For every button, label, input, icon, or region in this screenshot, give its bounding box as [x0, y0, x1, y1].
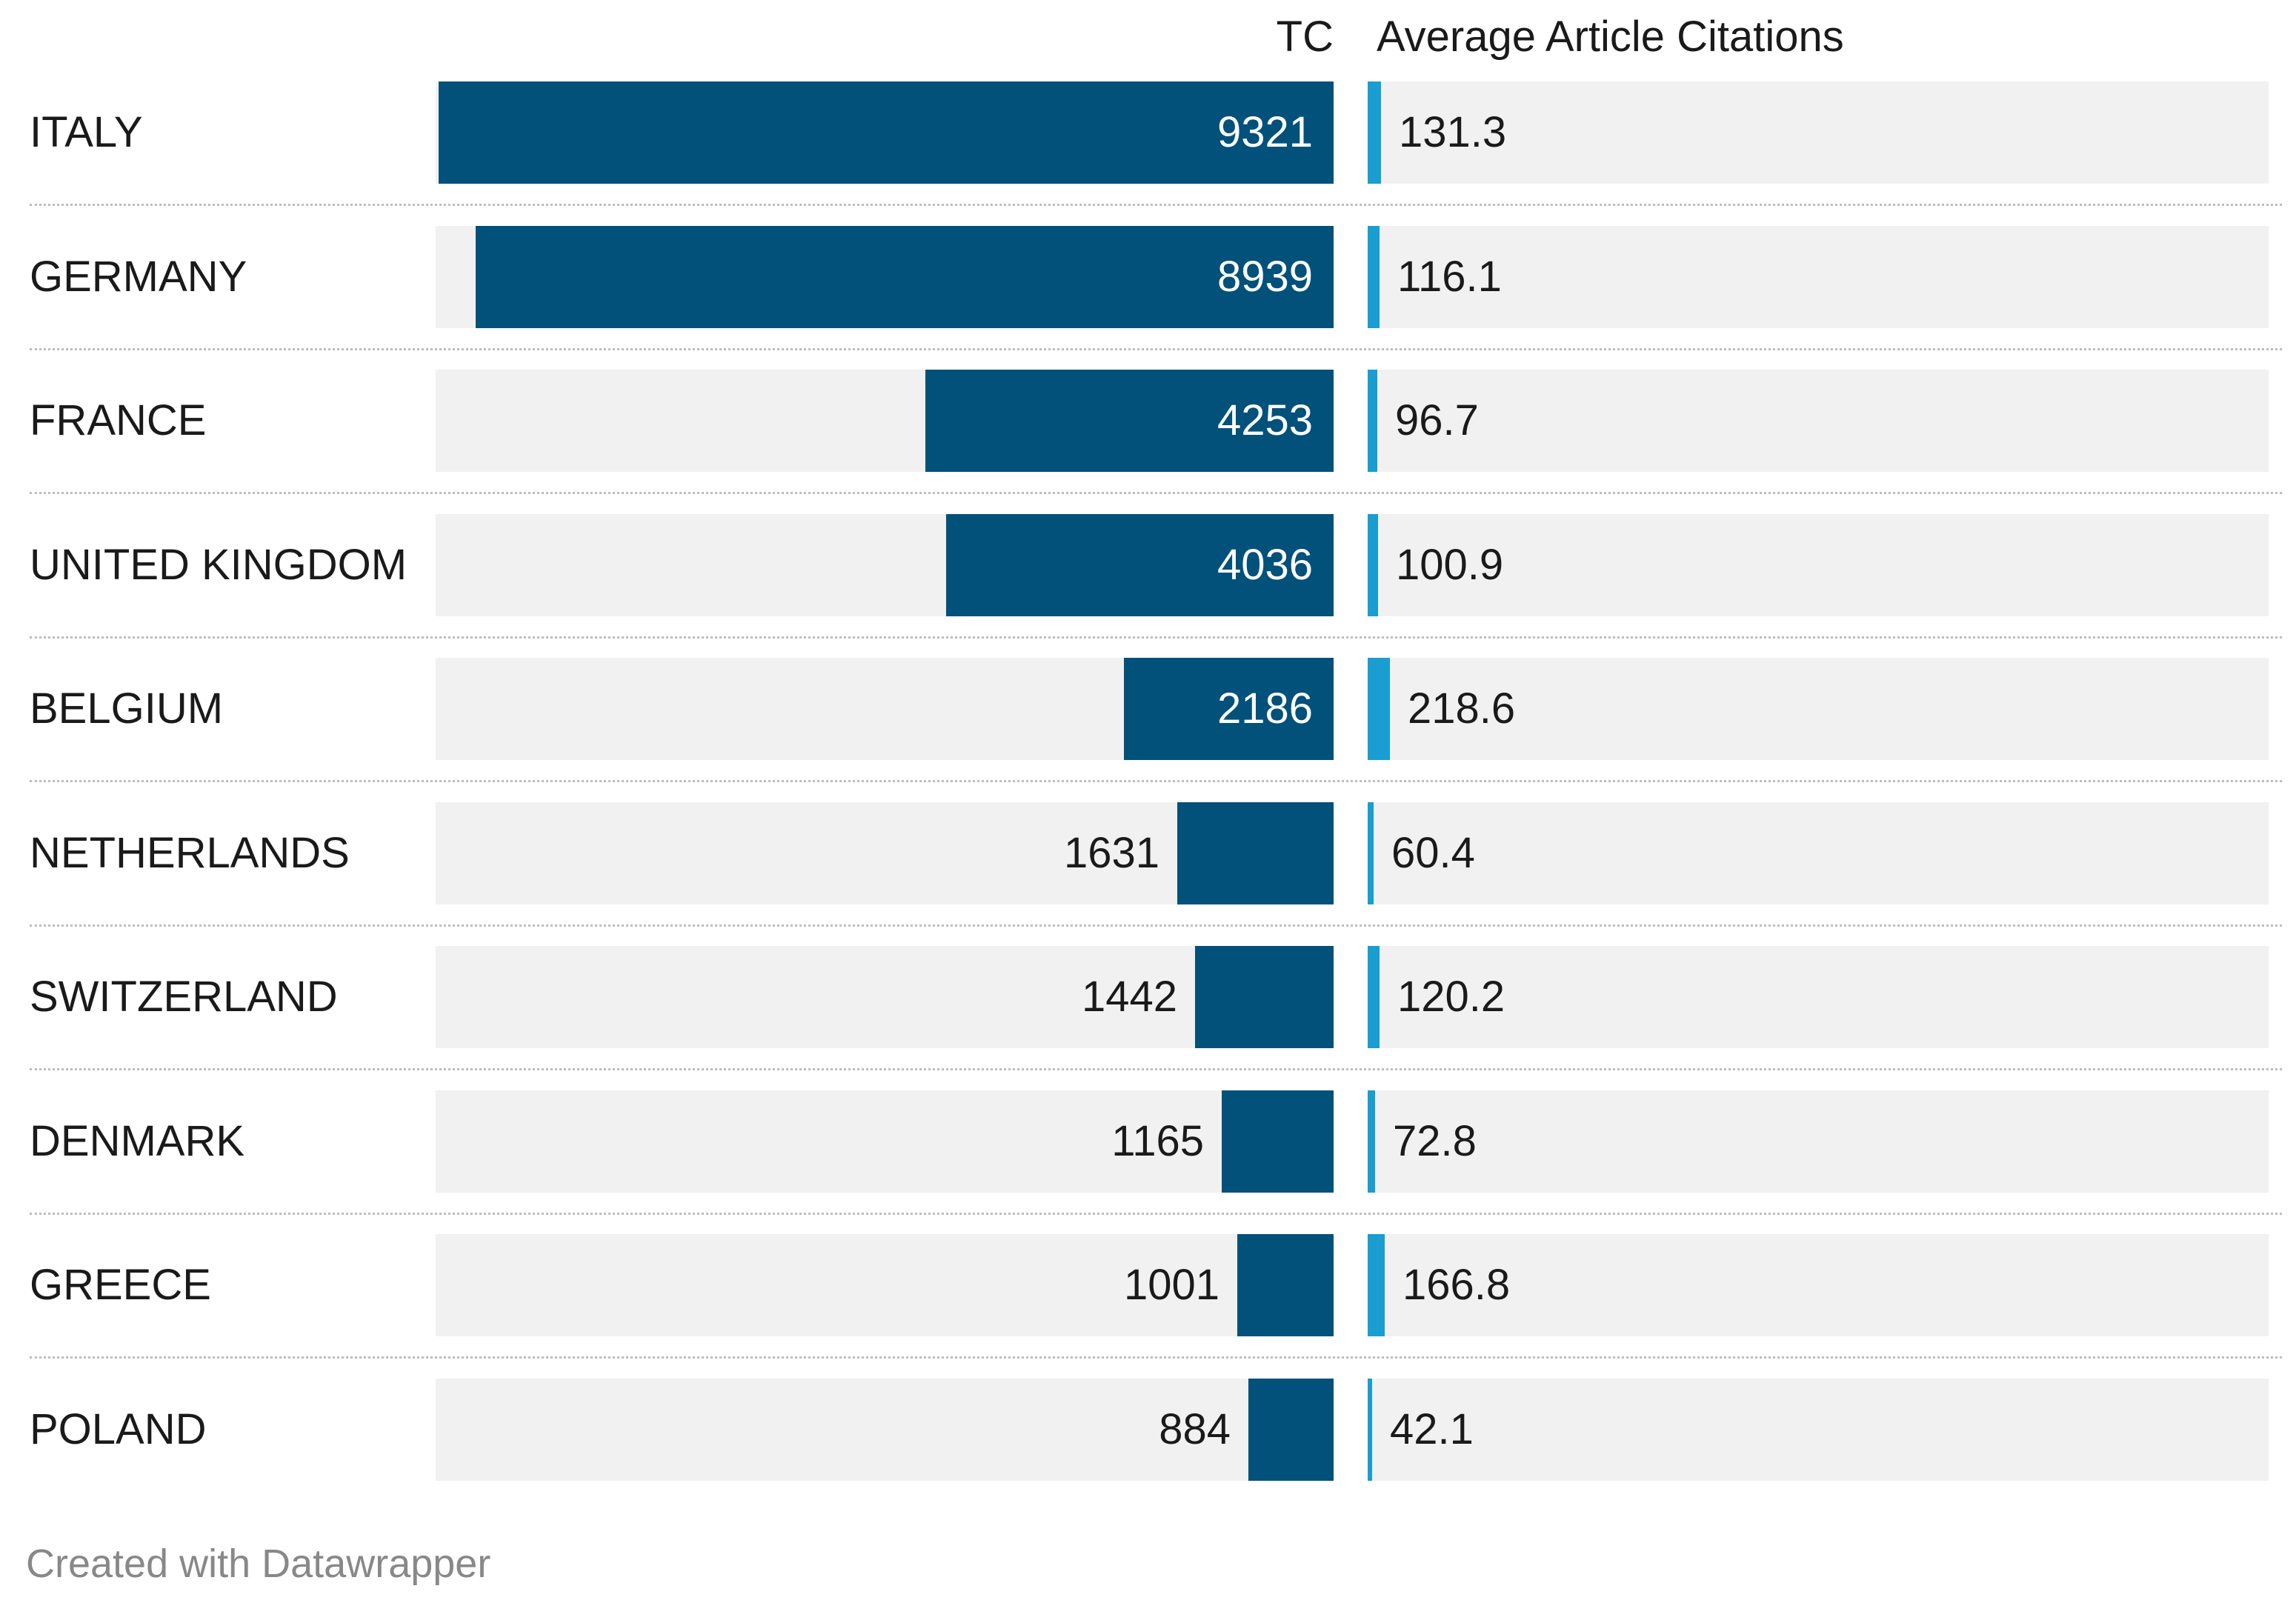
- tc-bar-background: [436, 1234, 1334, 1336]
- chart-row: DENMARK 1165 72.8: [0, 1090, 2296, 1193]
- row-separator: [30, 924, 2282, 927]
- tc-bar: [476, 225, 1334, 328]
- column-header-tc: TC: [1276, 13, 1334, 61]
- tc-bar: [1237, 1234, 1334, 1336]
- avg-bar-background: [1368, 370, 2269, 472]
- chart-row: NETHERLANDS 1631 60.4: [0, 802, 2296, 904]
- row-separator: [30, 1212, 2282, 1215]
- chart-row: POLAND 884 42.1: [0, 1378, 2296, 1481]
- avg-bar-background: [1368, 946, 2269, 1048]
- tc-bar: [946, 513, 1334, 616]
- row-separator: [30, 780, 2282, 782]
- avg-citation-value-label: 116.1: [1397, 252, 1502, 301]
- tc-bar: [1248, 1378, 1334, 1481]
- column-header-average-article-citations: Average Article Citations: [1377, 13, 1844, 61]
- tc-bar: [1124, 658, 1334, 760]
- category-label: GERMANY: [30, 252, 247, 301]
- avg-bar-background: [1368, 1378, 2269, 1481]
- avg-bar-background: [1368, 802, 2269, 904]
- avg-citation-bar: [1368, 1234, 1385, 1336]
- avg-bar-background: [1368, 81, 2269, 184]
- row-separator: [30, 636, 2282, 639]
- tc-value-label: 9321: [1217, 108, 1313, 156]
- avg-citation-bar: [1368, 370, 1377, 472]
- chart-row: SWITZERLAND 1442 120.2: [0, 946, 2296, 1048]
- avg-citation-bar: [1368, 1090, 1375, 1193]
- tc-bar: [439, 81, 1334, 184]
- chart-row: FRANCE 4253 96.7: [0, 370, 2296, 472]
- row-separator: [30, 1356, 2282, 1359]
- tc-bar: [1195, 946, 1334, 1048]
- tc-bar: [1177, 802, 1334, 904]
- avg-bar-background: [1368, 513, 2269, 616]
- tc-bar-background: [436, 1378, 1334, 1481]
- category-label: BELGIUM: [30, 684, 224, 733]
- category-label: GREECE: [30, 1261, 211, 1309]
- avg-bar-background: [1368, 1090, 2269, 1193]
- avg-bar-background: [1368, 225, 2269, 328]
- tc-bar-background: [436, 1090, 1334, 1193]
- row-separator: [30, 1068, 2282, 1070]
- avg-citation-value-label: 42.1: [1390, 1404, 1474, 1453]
- avg-citation-bar: [1368, 658, 1390, 760]
- avg-bar-background: [1368, 658, 2269, 760]
- tc-value-label: 4036: [1217, 540, 1313, 589]
- tc-bar-background: [436, 946, 1334, 1048]
- category-label: POLAND: [30, 1404, 207, 1453]
- tc-value-label: 2186: [1217, 684, 1313, 733]
- avg-citation-bar: [1368, 81, 1381, 184]
- avg-citation-bar: [1368, 946, 1380, 1048]
- tc-value-label: 884: [1159, 1404, 1231, 1453]
- category-label: ITALY: [30, 108, 143, 156]
- tc-bar: [1222, 1090, 1334, 1193]
- avg-citation-value-label: 72.8: [1393, 1116, 1477, 1165]
- tc-value-label: 1001: [1123, 1261, 1219, 1309]
- avg-citation-value-label: 218.6: [1408, 684, 1516, 733]
- row-separator: [30, 204, 2282, 206]
- avg-bar-background: [1368, 1234, 2269, 1336]
- chart-row: GERMANY 8939 116.1: [0, 225, 2296, 328]
- category-label: FRANCE: [30, 396, 207, 444]
- row-separator: [30, 347, 2282, 350]
- avg-citation-value-label: 96.7: [1395, 396, 1479, 444]
- avg-citation-bar: [1368, 225, 1380, 328]
- category-label: DENMARK: [30, 1116, 245, 1165]
- tc-value-label: 4253: [1217, 396, 1313, 444]
- avg-citation-bar: [1368, 802, 1374, 904]
- avg-citation-value-label: 131.3: [1399, 108, 1507, 156]
- avg-citation-bar: [1368, 513, 1378, 616]
- footer-credit: Created with Datawrapper: [26, 1542, 491, 1586]
- tc-value-label: 1631: [1063, 828, 1159, 877]
- avg-citation-value-label: 60.4: [1391, 828, 1475, 877]
- chart-row: UNITED KINGDOM 4036 100.9: [0, 513, 2296, 616]
- category-label: UNITED KINGDOM: [30, 540, 407, 589]
- avg-citation-bar: [1368, 1378, 1372, 1481]
- avg-citation-value-label: 120.2: [1397, 973, 1505, 1021]
- avg-citation-value-label: 166.8: [1402, 1261, 1511, 1309]
- tc-value-label: 1165: [1111, 1116, 1204, 1165]
- tc-bar: [925, 370, 1334, 472]
- category-label: NETHERLANDS: [30, 828, 350, 877]
- tc-value-label: 8939: [1217, 252, 1313, 301]
- avg-citation-value-label: 100.9: [1396, 540, 1504, 589]
- tc-value-label: 1442: [1081, 973, 1177, 1021]
- chart-row: GREECE 1001 166.8: [0, 1234, 2296, 1336]
- category-label: SWITZERLAND: [30, 973, 338, 1021]
- chart-row: BELGIUM 2186 218.6: [0, 658, 2296, 760]
- chart-row: ITALY 9321 131.3: [0, 81, 2296, 184]
- row-separator: [30, 492, 2282, 494]
